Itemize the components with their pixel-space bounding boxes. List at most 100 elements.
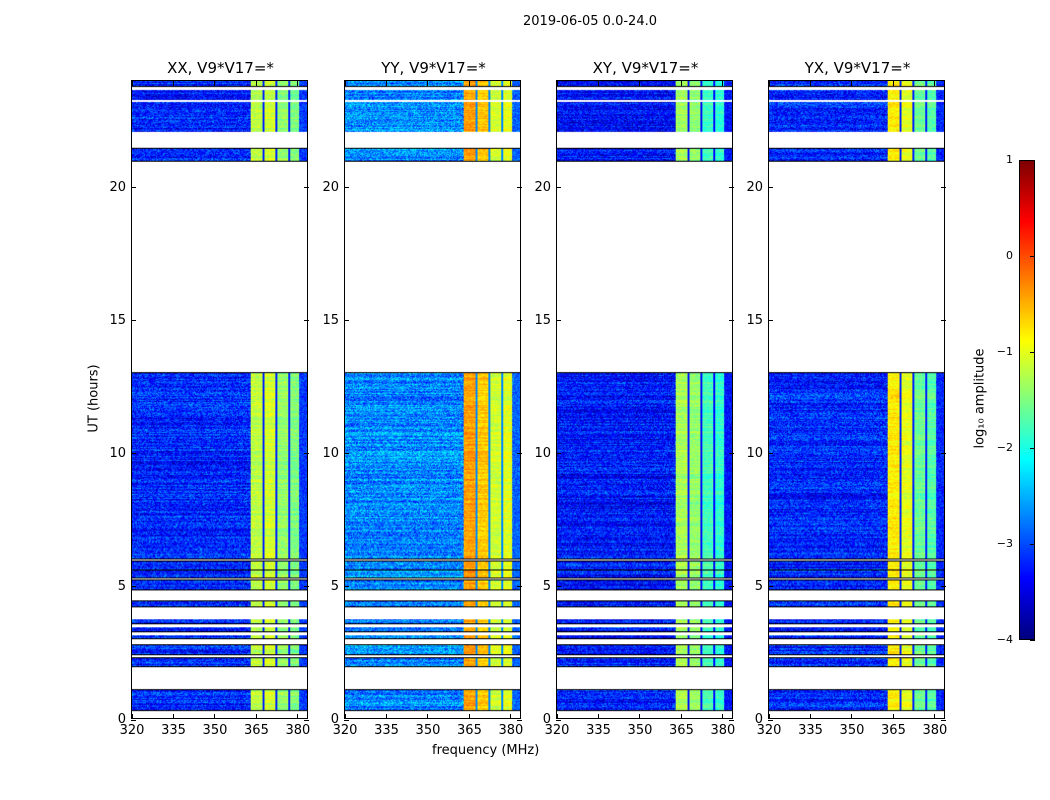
x-tick-label: 365 xyxy=(244,723,269,738)
heatmap-panel: YX, V9*V17=* 0 5 10 15 20 320 335 350 365 380 xyxy=(746,59,947,738)
y-tick xyxy=(304,586,309,588)
y-tick xyxy=(344,187,349,188)
x-tick-label: 350 xyxy=(202,723,228,738)
colorbar xyxy=(1019,160,1035,640)
x-tick xyxy=(556,714,558,719)
y-tick xyxy=(729,719,734,721)
y-tick xyxy=(131,453,136,455)
x-tick xyxy=(468,81,470,86)
x-tick-label: 380 xyxy=(285,723,311,738)
x-tick xyxy=(510,81,512,86)
x-axis-label: frequency (MHz) xyxy=(432,743,540,758)
x-tick-label: 365 xyxy=(457,723,482,738)
y-tick xyxy=(517,719,522,721)
x-tick-label: 380 xyxy=(498,723,524,738)
colorbar-tick-label: −2 xyxy=(996,441,1013,454)
panel-title: XY, V9*V17=* xyxy=(592,59,699,77)
y-tick xyxy=(941,453,946,455)
y-tick xyxy=(768,453,773,455)
x-tick-label: 350 xyxy=(839,723,865,738)
x-tick xyxy=(768,714,770,719)
y-tick xyxy=(556,320,561,322)
x-tick xyxy=(809,714,811,719)
y-tick xyxy=(131,187,136,188)
y-tick xyxy=(344,719,349,721)
panel-title: XX, V9*V17=* xyxy=(167,59,274,77)
y-tick xyxy=(344,453,349,455)
y-tick xyxy=(131,320,136,322)
heatmap-panel: YY, V9*V17=* 0 5 10 15 20 320 335 350 365 380 xyxy=(322,59,523,738)
y-axis-label: UT (hours) xyxy=(86,364,102,433)
x-tick-label: 350 xyxy=(627,723,653,738)
heatmap-image xyxy=(345,81,520,718)
x-tick xyxy=(297,714,299,719)
y-tick-label: 15 xyxy=(534,312,551,328)
y-tick-label: 10 xyxy=(322,445,339,461)
y-tick xyxy=(304,187,309,188)
x-tick-label: 320 xyxy=(756,723,782,738)
colorbar-tick-label: −4 xyxy=(996,633,1013,646)
panel-title: YX, V9*V17=* xyxy=(804,59,911,77)
x-tick xyxy=(934,714,936,719)
y-tick xyxy=(517,320,522,322)
y-tick-label: 10 xyxy=(109,445,126,461)
y-tick-label: 20 xyxy=(109,179,126,195)
x-tick xyxy=(722,714,724,719)
y-tick xyxy=(344,320,349,322)
x-tick xyxy=(214,81,216,86)
colorbar-tick-label: 0 xyxy=(1006,249,1013,262)
colorbar-tick xyxy=(1030,352,1035,353)
y-tick xyxy=(729,320,734,322)
x-tick xyxy=(214,714,216,719)
x-tick-label: 320 xyxy=(544,723,570,738)
x-tick xyxy=(892,81,894,86)
y-tick xyxy=(344,586,349,588)
y-tick-label: 0 xyxy=(542,712,551,727)
heatmap-image xyxy=(557,81,732,718)
y-tick xyxy=(131,586,136,588)
x-tick xyxy=(597,714,599,719)
x-tick-label: 365 xyxy=(669,723,694,738)
x-tick-label: 335 xyxy=(161,723,186,738)
y-tick xyxy=(941,586,946,588)
y-tick-label: 5 xyxy=(754,578,763,594)
x-tick-label: 335 xyxy=(798,723,823,738)
x-tick xyxy=(385,81,387,86)
y-tick-label: 0 xyxy=(330,712,339,727)
x-tick xyxy=(556,81,558,86)
x-tick xyxy=(851,81,853,86)
y-tick xyxy=(768,187,773,188)
colorbar-label: log₁₀ amplitude xyxy=(972,348,988,449)
y-tick xyxy=(768,586,773,588)
y-tick xyxy=(304,453,309,455)
x-tick xyxy=(344,81,346,86)
y-tick xyxy=(556,187,561,188)
x-tick xyxy=(639,714,641,719)
colorbar-tick xyxy=(1030,640,1035,641)
x-tick xyxy=(427,81,429,86)
x-tick xyxy=(768,81,770,86)
y-tick xyxy=(941,320,946,322)
y-tick-label: 20 xyxy=(746,179,763,195)
y-tick xyxy=(556,453,561,455)
colorbar-gradient xyxy=(1020,161,1034,639)
y-tick xyxy=(941,719,946,721)
y-tick-label: 20 xyxy=(322,179,339,195)
x-tick xyxy=(297,81,299,86)
x-tick xyxy=(639,81,641,86)
y-tick xyxy=(556,586,561,588)
panel-title: YY, V9*V17=* xyxy=(381,59,486,77)
y-tick xyxy=(768,320,773,322)
colorbar-tick xyxy=(1030,448,1035,449)
x-tick xyxy=(934,81,936,86)
y-tick xyxy=(729,586,734,588)
x-tick xyxy=(468,714,470,719)
y-tick xyxy=(556,719,561,721)
colorbar-tick-label: −3 xyxy=(996,537,1013,550)
colorbar-tick-label: −1 xyxy=(996,345,1013,358)
x-tick xyxy=(255,714,257,719)
y-tick xyxy=(517,586,522,588)
y-tick xyxy=(941,187,946,188)
x-tick xyxy=(427,714,429,719)
y-tick-label: 15 xyxy=(109,312,126,328)
